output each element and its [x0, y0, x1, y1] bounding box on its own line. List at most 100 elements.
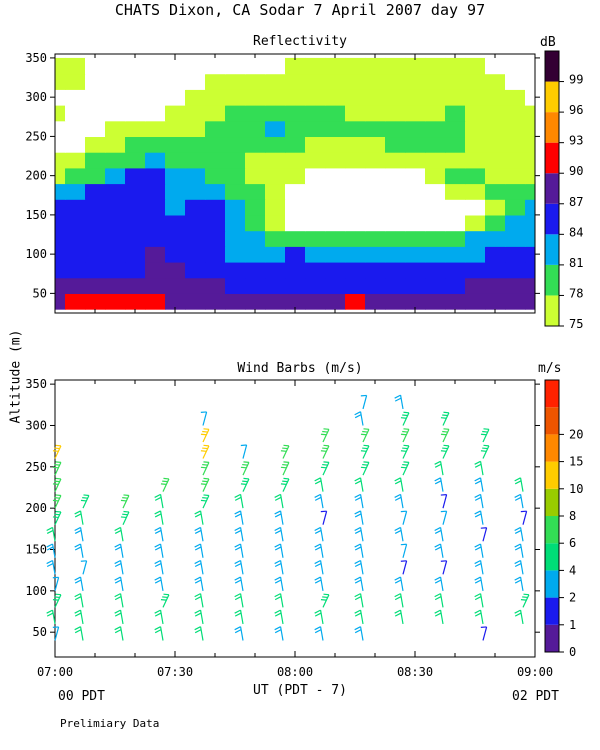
reflectivity-cell [245, 89, 266, 106]
reflectivity-cell [125, 183, 146, 200]
x-axis-label: UT (PDT - 7) [253, 683, 347, 698]
reflectivity-cell [365, 199, 386, 216]
reflectivity-cell [445, 152, 466, 169]
reflectivity-cell [225, 57, 246, 75]
reflectivity-cell [205, 277, 226, 294]
reflectivity-cell [185, 261, 206, 279]
reflectivity-cell [465, 105, 486, 122]
reflectivity-cell [325, 293, 346, 310]
reflectivity-cell [185, 277, 206, 294]
wind-barb [194, 609, 204, 625]
reflectivity-cell [325, 152, 346, 169]
wind-barb [474, 510, 484, 525]
reflectivity-cell [125, 73, 146, 90]
reflectivity-cell [145, 183, 166, 200]
wind-barb [274, 510, 284, 525]
reflectivity-cell [445, 183, 466, 200]
y-tick-label: 50 [33, 625, 47, 639]
wind-barb [274, 593, 284, 608]
colorbar-swatch [545, 51, 559, 82]
reflectivity-cell [505, 230, 526, 247]
reflectivity-cell [345, 105, 366, 122]
reflectivity-cell [425, 167, 446, 185]
reflectivity-cell [365, 120, 386, 138]
reflectivity-cell [245, 199, 266, 216]
wind-barb [434, 576, 444, 591]
reflectivity-cell [105, 183, 126, 200]
y-tick-label: 350 [25, 377, 47, 391]
reflectivity-cell [405, 261, 426, 279]
wind-barb [80, 560, 88, 575]
reflectivity-cell [385, 105, 406, 122]
reflectivity-cell [85, 199, 106, 216]
reflectivity-cell [385, 199, 406, 216]
reflectivity-cell [225, 214, 246, 232]
reflectivity-cell [65, 136, 86, 153]
reflectivity-cell [245, 277, 266, 294]
reflectivity-cell [305, 167, 326, 185]
wind-barb [274, 626, 284, 641]
reflectivity-cell [225, 136, 246, 153]
wind-barb [240, 461, 250, 476]
wind-barb [354, 543, 364, 558]
wind-barb [154, 510, 164, 525]
reflectivity-cell [285, 167, 306, 185]
wind-barb [280, 444, 290, 459]
reflectivity-cell [125, 89, 146, 106]
wind-barb [234, 526, 244, 542]
reflectivity-cell [165, 152, 186, 169]
reflectivity-cell [125, 277, 146, 294]
wind-barb [52, 444, 62, 459]
reflectivity-cell [425, 199, 446, 216]
reflectivity-cell [165, 89, 186, 106]
reflectivity-cell [65, 214, 86, 232]
reflectivity-cell [105, 230, 126, 247]
wind-barb [234, 593, 244, 608]
reflectivity-cell [185, 105, 206, 122]
wind-barb [274, 609, 284, 625]
reflectivity-cell [145, 214, 166, 232]
reflectivity-cell [205, 73, 226, 90]
reflectivity-cell [205, 214, 226, 232]
x-sub-right-label: 02 PDT [512, 689, 559, 704]
reflectivity-cell [225, 167, 246, 185]
reflectivity-cell [145, 261, 166, 279]
reflectivity-cell [365, 136, 386, 153]
colorbar-swatch [545, 234, 559, 265]
reflectivity-cell [265, 73, 286, 90]
reflectivity-cell [505, 105, 526, 122]
wind-barb [514, 526, 524, 542]
reflectivity-cell [485, 183, 506, 200]
wind-barb [314, 576, 324, 591]
reflectivity-cell [105, 214, 126, 232]
reflectivity-cell [65, 105, 86, 122]
reflectivity-cell [305, 293, 326, 310]
colorbar-level-label: 90 [569, 164, 583, 178]
wind-barb [480, 527, 488, 542]
reflectivity-cell [55, 183, 66, 200]
reflectivity-cell [325, 73, 346, 90]
wind-barb [114, 559, 124, 575]
reflectivity-cell [285, 89, 306, 106]
wind-barb [240, 444, 248, 459]
wind-barb [314, 559, 324, 575]
colorbar-swatch [545, 142, 559, 174]
y-tick-label: 100 [25, 584, 47, 598]
wind-barb [80, 494, 90, 509]
reflectivity-cell [245, 120, 266, 138]
reflectivity-cell [285, 152, 306, 169]
wind-barb [354, 609, 364, 625]
wind-barb [46, 526, 56, 542]
wind-barb [154, 526, 164, 542]
wind-barb [314, 626, 324, 641]
wind-barb [74, 576, 84, 591]
reflectivity-cell [425, 261, 446, 279]
wind-barb [52, 510, 62, 525]
reflectivity-cell [105, 89, 126, 106]
reflectivity-cell [485, 73, 506, 90]
colorbar-swatch [545, 516, 559, 544]
reflectivity-cell [345, 136, 366, 153]
reflectivity-cell [165, 167, 186, 185]
reflectivity-cell [225, 199, 246, 216]
